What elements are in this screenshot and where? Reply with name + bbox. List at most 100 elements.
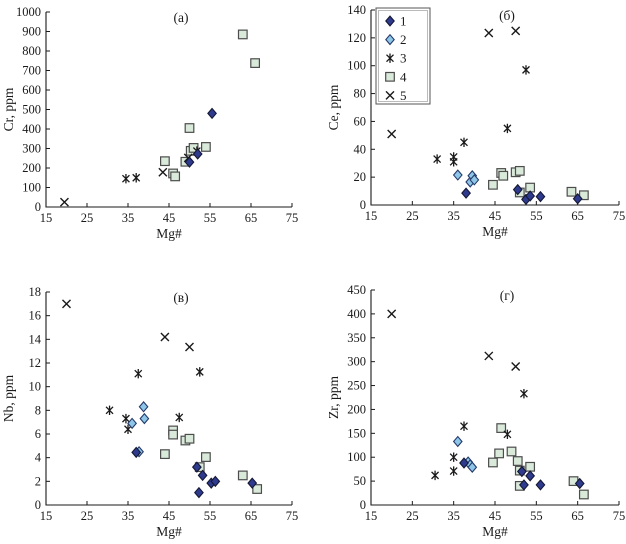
y-axis-label: Ce, ppm xyxy=(326,84,341,130)
y-tick-label: 12 xyxy=(29,356,42,370)
series-2-points xyxy=(452,169,480,188)
x-cross-marker xyxy=(185,342,194,352)
dark-blue-filled-diamond-marker xyxy=(525,470,536,482)
pale-green-square-marker xyxy=(506,446,517,457)
light-blue-diamond-marker xyxy=(452,435,463,448)
series-5-points xyxy=(62,299,194,352)
asterisk-marker xyxy=(195,367,204,377)
x-tick-label: 55 xyxy=(530,209,543,223)
x-tick-label: 65 xyxy=(571,209,584,223)
y-tick-label: 250 xyxy=(347,379,366,393)
asterisk-marker xyxy=(522,65,530,75)
y-tick-label: 300 xyxy=(347,355,366,369)
series-4-points xyxy=(160,29,261,182)
x-tick-label: 45 xyxy=(163,509,176,523)
x-tick-label: 35 xyxy=(447,209,460,223)
x-tick-label: 15 xyxy=(365,209,378,223)
x-tick-label: 65 xyxy=(245,211,258,225)
x-tick-label: 15 xyxy=(365,509,378,523)
panel-v: 15 25 35 45 55 65 75 0 2 4 6 8 10 12 14 16 18 Mg# Nb, ppm (… xyxy=(0,272,313,544)
axes: 15 25 35 45 55 65 75 0 100 200 300 400 500 600 700 800 9… xyxy=(1,5,298,241)
series-2-points xyxy=(127,401,150,458)
dark-blue-filled-diamond-marker xyxy=(516,465,527,478)
pale-green-square-marker xyxy=(184,123,195,133)
pale-green-square-marker xyxy=(514,165,525,176)
y-tick-label: 200 xyxy=(22,161,41,175)
y-tick-label: 8 xyxy=(35,403,41,417)
asterisk-marker xyxy=(503,123,512,134)
y-tick-label: 16 xyxy=(29,309,42,323)
series-3-points xyxy=(105,367,204,434)
asterisk-marker xyxy=(134,368,143,379)
x-tick-label: 55 xyxy=(204,211,217,225)
y-tick-label: 300 xyxy=(22,142,41,156)
y-tick-label: 700 xyxy=(22,64,41,78)
panel-b: 15 25 35 45 55 65 75 0 20 40 60 80 100 120 140 Mg# Ce, p… xyxy=(313,0,626,272)
x-tick-label: 35 xyxy=(122,211,135,225)
x-tick-label: 55 xyxy=(530,509,543,523)
panel-title: (a) xyxy=(174,10,189,25)
y-tick-label: 400 xyxy=(22,122,41,136)
x-tick-label: 35 xyxy=(122,509,135,523)
y-tick-label: 900 xyxy=(22,25,41,39)
legend-entry-label: 3 xyxy=(400,51,407,66)
pale-green-square-marker xyxy=(237,29,248,40)
pale-green-square-marker xyxy=(578,489,589,500)
y-tick-label: 0 xyxy=(360,198,366,212)
x-cross-marker xyxy=(158,167,168,177)
series-1-points xyxy=(459,457,585,491)
asterisk-marker xyxy=(433,154,442,164)
y-tick-label: 100 xyxy=(347,59,366,73)
y-axis-label: Zr, ppm xyxy=(326,376,341,419)
x-cross-marker xyxy=(385,90,395,100)
x-tick-label: 75 xyxy=(613,509,626,523)
panel-g-chart: 15 25 35 45 55 65 75 0 50 100 150 200 250 300 350 400 45… xyxy=(326,283,626,539)
series-4-points xyxy=(160,425,263,494)
panel-title: (г) xyxy=(500,288,515,303)
dark-blue-filled-diamond-marker xyxy=(512,183,523,196)
asterisk-marker xyxy=(460,421,468,431)
dark-blue-filled-diamond-marker xyxy=(461,187,471,199)
pale-green-square-marker xyxy=(184,433,195,444)
x-tick-label: 75 xyxy=(286,211,299,225)
y-axis-label: Nb, ppm xyxy=(1,374,16,422)
pale-green-square-marker xyxy=(201,452,211,462)
y-tick-label: 18 xyxy=(29,285,42,299)
y-tick-label: 14 xyxy=(29,332,42,346)
asterisk-marker xyxy=(449,157,458,167)
panel-title: (в) xyxy=(173,290,188,305)
dark-blue-filled-diamond-marker xyxy=(519,479,529,491)
pale-green-square-marker xyxy=(488,179,498,190)
y-tick-label: 100 xyxy=(347,450,366,464)
y-tick-label: 80 xyxy=(354,87,367,101)
pale-green-square-marker xyxy=(250,58,261,68)
pale-green-square-marker xyxy=(488,457,498,468)
panel-v-chart: 15 25 35 45 55 65 75 0 2 4 6 8 10 12 14 16 18 Mg# Nb, ppm (… xyxy=(1,285,298,539)
x-tick-label: 15 xyxy=(40,211,53,225)
dark-blue-filled-diamond-marker xyxy=(210,475,221,488)
x-cross-marker xyxy=(59,197,69,207)
asterisk-marker xyxy=(386,53,394,63)
y-tick-label: 0 xyxy=(360,498,366,512)
y-tick-label: 4 xyxy=(35,451,42,465)
dark-blue-filled-diamond-marker xyxy=(247,477,258,489)
light-blue-diamond-marker xyxy=(127,417,138,430)
dark-blue-filled-diamond-marker xyxy=(192,148,203,160)
light-blue-diamond-marker xyxy=(385,33,395,46)
panel-a: 15 25 35 45 55 65 75 0 100 200 300 400 500 600 700 800 9… xyxy=(0,0,313,272)
dark-blue-filled-diamond-marker xyxy=(535,479,546,491)
y-tick-label: 150 xyxy=(347,426,366,440)
light-blue-diamond-marker xyxy=(469,174,480,186)
x-tick-label: 65 xyxy=(245,509,258,523)
dark-blue-filled-diamond-marker xyxy=(207,107,217,120)
x-axis-label: Mg# xyxy=(482,524,508,539)
y-tick-label: 600 xyxy=(22,83,41,97)
y-tick-label: 60 xyxy=(354,114,367,128)
legend-entry-label: 5 xyxy=(400,88,407,103)
dark-blue-filled-diamond-marker xyxy=(194,486,204,499)
dark-blue-filled-diamond-marker xyxy=(459,457,469,469)
dark-blue-filled-diamond-marker xyxy=(197,469,208,482)
axes: 15 25 35 45 55 65 75 0 2 4 6 8 10 12 14 16 18 Mg# Nb, ppm (… xyxy=(1,285,298,539)
